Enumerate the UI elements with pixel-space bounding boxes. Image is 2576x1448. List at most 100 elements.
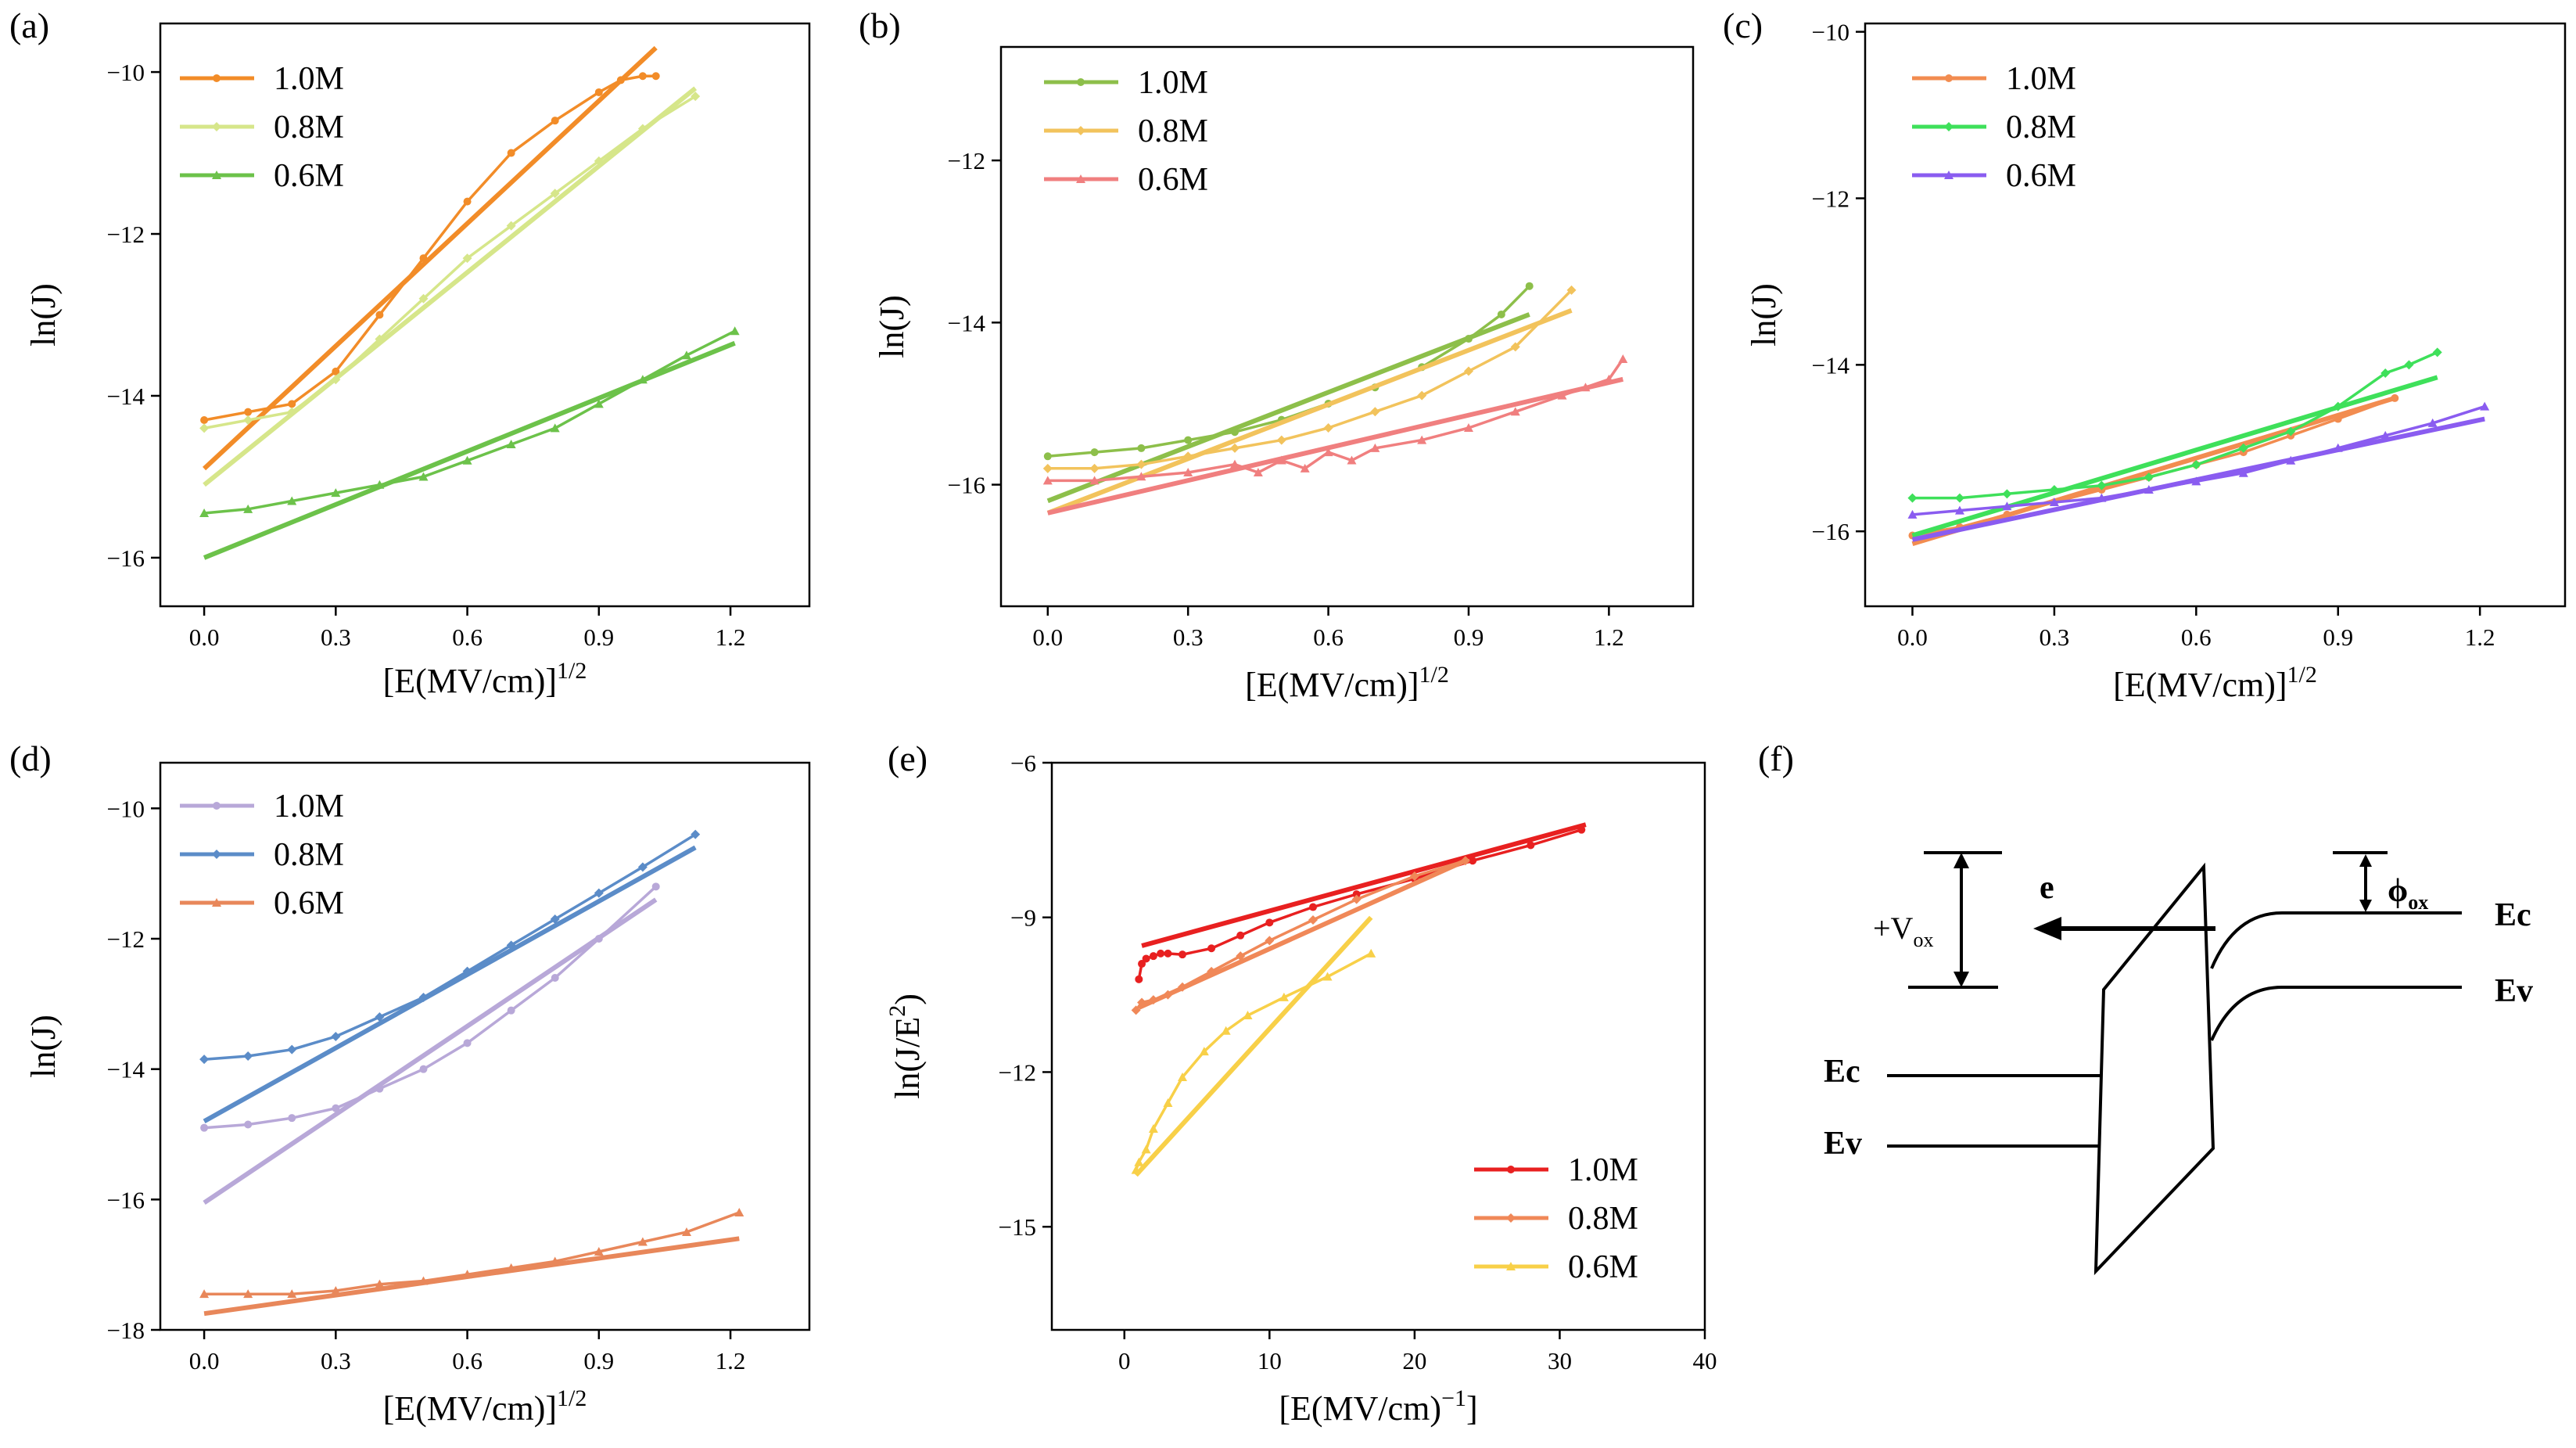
- y-axis-title-main: ln(J): [24, 283, 63, 347]
- data-point: [243, 415, 253, 426]
- chart-0: 0.0 0.3 0.6 0.9 1.2 −16 −14 −12 −10 [E(MV/cm)]1/2…: [24, 22, 811, 700]
- data-point: [2432, 347, 2442, 358]
- data-point: [2191, 476, 2201, 486]
- data-point: [681, 350, 691, 360]
- legend-marker: [1507, 1166, 1515, 1173]
- x-tick-label: 0.0: [1897, 623, 1928, 651]
- data-point: [550, 423, 560, 433]
- data-point: [243, 1051, 253, 1061]
- vox-label-sub: ox: [1913, 929, 1933, 951]
- data-point: [2333, 401, 2343, 411]
- x-tick-label: 0.6: [1313, 623, 1344, 651]
- data-point: [1137, 997, 1147, 1008]
- x-tick-label: 30: [1548, 1347, 1572, 1374]
- data-point: [287, 1289, 297, 1299]
- panel-letter-d: (d): [9, 738, 52, 778]
- data-point: [375, 334, 385, 344]
- data-point: [462, 966, 472, 976]
- data-point: [1136, 472, 1146, 481]
- legend-label: 1.0M: [1568, 1152, 1638, 1188]
- legend-label: 1.0M: [274, 789, 344, 825]
- data-point: [463, 197, 472, 206]
- data-point: [637, 124, 648, 134]
- data-point: [2333, 443, 2343, 452]
- data-point: [1351, 894, 1362, 904]
- series-line: [203, 95, 697, 430]
- x-tick-label: 1.2: [2465, 623, 2495, 651]
- data-point: [418, 1276, 429, 1285]
- data-point: [551, 117, 559, 125]
- panel-letter-f: (f): [1758, 738, 1794, 778]
- data-point: [594, 888, 604, 898]
- data-point: [1347, 455, 1357, 465]
- x-axis-title-sup: −1: [1441, 1385, 1466, 1411]
- ev-left-label: Ev: [1824, 1126, 1862, 1162]
- data-point: [287, 1044, 297, 1055]
- data-point: [681, 1227, 691, 1236]
- y-tick-label: −12: [107, 925, 145, 953]
- plot-frame: [159, 22, 811, 608]
- x-tick-label: 0.6: [2181, 623, 2212, 651]
- data-point: [1184, 436, 1193, 444]
- legend-marker: [212, 122, 221, 131]
- fit-line: [1138, 858, 1467, 1010]
- y-tick-label: −10: [1812, 19, 1849, 46]
- legend-label: 1.0M: [274, 61, 344, 97]
- data-point: [2391, 393, 2399, 402]
- legend-marker: [1945, 74, 1953, 82]
- fit-line: [203, 45, 658, 471]
- data-point: [418, 293, 429, 304]
- data-point: [1580, 383, 1591, 392]
- legend-label: 1.0M: [2006, 61, 2076, 97]
- y-tick-label: −12: [1812, 185, 1849, 213]
- data-point: [1463, 366, 1473, 376]
- data-point: [1577, 825, 1586, 834]
- y-tick-label: −6: [1010, 749, 1036, 777]
- legend-label: 0.6M: [274, 886, 344, 922]
- data-point: [506, 440, 516, 449]
- data-point: [244, 408, 253, 416]
- data-point: [199, 508, 210, 518]
- data-point: [1566, 285, 1577, 295]
- data-point: [550, 189, 560, 199]
- series-0.8M: [199, 86, 701, 487]
- data-point: [1253, 468, 1263, 477]
- fit-line: [203, 1236, 740, 1317]
- data-point: [331, 375, 341, 385]
- data-point: [418, 993, 429, 1002]
- electron-arrow-icon: [2033, 917, 2061, 940]
- data-point: [1178, 1073, 1187, 1082]
- data-point: [1221, 1026, 1231, 1035]
- legend-label: 0.8M: [274, 110, 344, 146]
- data-point: [243, 1289, 253, 1299]
- x-tick-label: 40: [1693, 1347, 1717, 1374]
- data-point: [288, 400, 296, 408]
- legend-label: 1.0M: [1138, 65, 1208, 101]
- data-point: [462, 1270, 472, 1279]
- ec-right-label: Ec: [2495, 897, 2531, 933]
- chart-3: 0.0 0.3 0.6 0.9 1.2 −18 −16 −14 −12 −10 [E(MV/cm)]…: [24, 761, 811, 1428]
- data-point: [1323, 447, 1333, 457]
- y-axis-title-main: ln(J): [1745, 283, 1783, 347]
- data-point: [2380, 430, 2391, 440]
- data-point: [1236, 951, 1246, 961]
- data-point: [2002, 489, 2012, 499]
- data-point: [463, 1039, 472, 1047]
- data-point: [1199, 1047, 1209, 1056]
- x-axis-title-main: [E(MV/cm): [1279, 1389, 1441, 1428]
- plot-frame: [1864, 22, 2567, 608]
- y-axis-title: ln(J): [873, 295, 911, 358]
- data-point: [375, 480, 385, 489]
- y-tick-label: −10: [107, 795, 145, 822]
- x-tick-label: 0.0: [1032, 623, 1063, 651]
- data-point: [332, 367, 340, 375]
- panel-letter-b: (b): [859, 5, 901, 45]
- x-axis-title: [E(MV/cm)]1/2: [1245, 662, 1449, 704]
- fit-line: [1911, 396, 2396, 547]
- series-1.0M: [200, 45, 660, 471]
- x-tick-label: 0.3: [321, 1347, 351, 1374]
- data-point: [651, 72, 660, 81]
- x-axis-title-main: [E(MV/cm)]: [1245, 666, 1419, 704]
- x-tick-label: 0.0: [189, 1347, 220, 1374]
- data-point: [1137, 444, 1146, 452]
